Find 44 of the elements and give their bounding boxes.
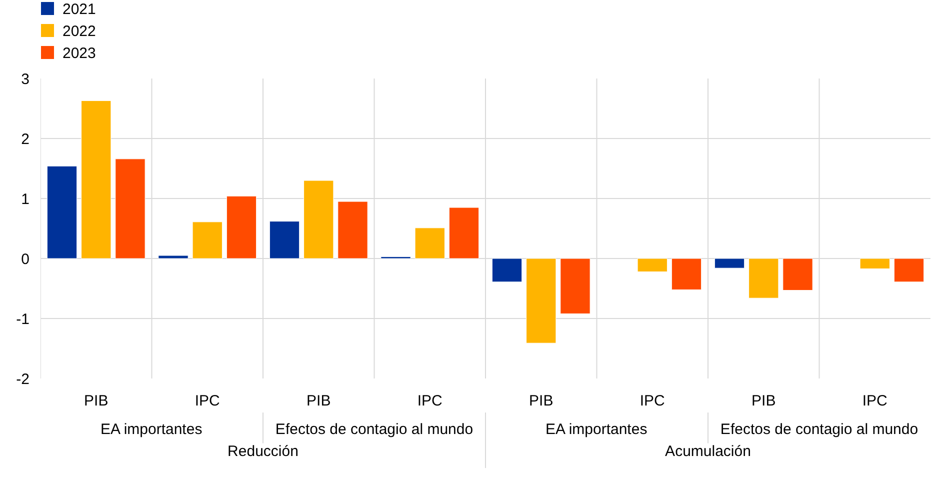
legend-label: 2021	[62, 1, 96, 18]
text: EA importantes	[545, 420, 648, 438]
text: Efectos de contagio al mundo	[720, 420, 918, 438]
text: EA importantes	[100, 420, 202, 438]
bar	[782, 258, 813, 291]
text: Acumulación	[665, 443, 751, 460]
bar	[448, 207, 480, 259]
bar	[269, 221, 300, 259]
x-tick-label: IPC	[194, 392, 220, 410]
x-tick-label: PIB	[84, 392, 108, 410]
y-tick-label: 1	[21, 191, 30, 208]
bar	[492, 258, 522, 282]
y-tick-label: 3	[21, 71, 30, 88]
bar	[158, 255, 188, 259]
bar	[46, 166, 78, 259]
bar	[671, 258, 702, 290]
bar	[637, 258, 668, 272]
bar	[115, 158, 146, 259]
x-tick-label: IPC	[862, 392, 888, 410]
bar	[304, 180, 334, 259]
legend-label: 2023	[62, 45, 96, 62]
bar	[560, 258, 590, 314]
x-tick-label: PIB	[752, 392, 776, 410]
y-tick-label: 2	[21, 131, 30, 148]
bar	[226, 196, 257, 259]
x-tick-label: PIB	[529, 392, 554, 410]
x-tick-label: IPC	[640, 392, 666, 410]
bar	[526, 258, 556, 344]
x-tick-label: IPC	[417, 392, 443, 410]
bar	[894, 258, 924, 282]
text: Efectos de contagio al mundo	[275, 420, 474, 438]
bar	[748, 258, 779, 298]
text: Reducción	[228, 443, 298, 460]
y-tick-label: -2	[16, 371, 30, 388]
x-tick-label: PIB	[306, 392, 331, 410]
bar	[192, 222, 222, 259]
y-tick-label: -1	[16, 311, 30, 328]
bar	[414, 228, 445, 259]
bar	[714, 258, 745, 268]
bar	[860, 258, 890, 269]
bar	[338, 201, 368, 259]
bar	[81, 100, 112, 259]
legend-label: 2022	[62, 23, 96, 40]
y-tick-label: 0	[21, 251, 30, 268]
